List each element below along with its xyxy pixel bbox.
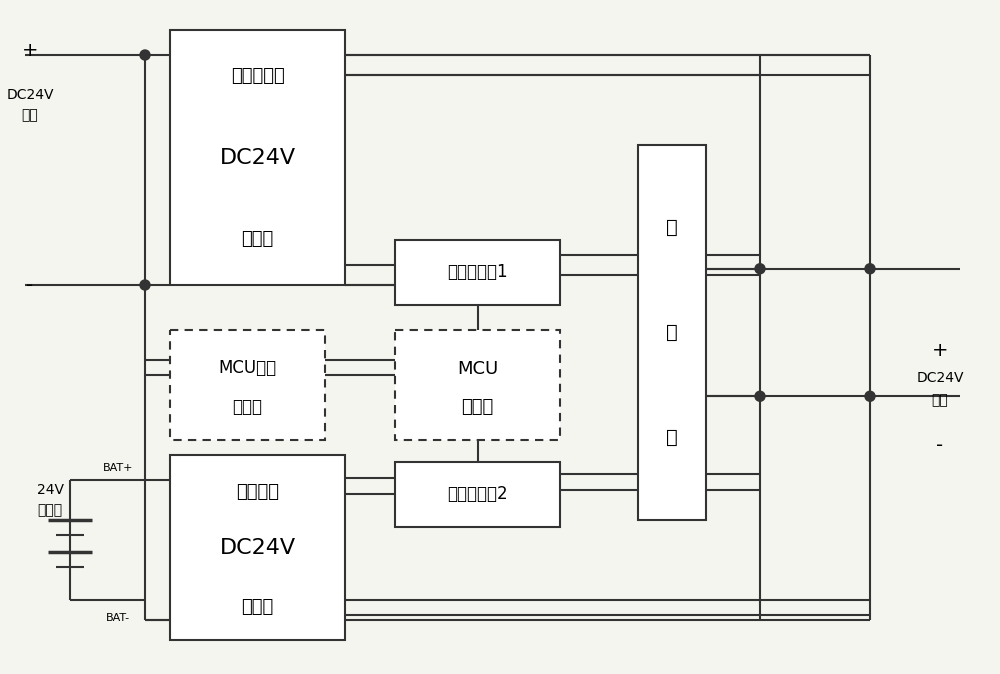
Text: -: - [936, 435, 944, 454]
Bar [395, 240, 560, 305]
Text: 继电器: 继电器 [241, 598, 274, 616]
Circle shape [140, 50, 150, 60]
Circle shape [755, 264, 765, 274]
Text: 稳压器: 稳压器 [232, 398, 262, 416]
Text: 继电器驱动1: 继电器驱动1 [447, 264, 508, 282]
Text: BAT+: BAT+ [103, 463, 133, 473]
Bar [170, 30, 345, 285]
Circle shape [140, 280, 150, 290]
Bar [170, 330, 325, 440]
Text: 电池组: 电池组 [37, 503, 63, 517]
Text: DC24V: DC24V [219, 148, 296, 168]
Text: 24V: 24V [36, 483, 64, 497]
Text: 主电源工作: 主电源工作 [231, 67, 284, 85]
Text: -: - [26, 276, 34, 295]
Text: DC24V: DC24V [219, 537, 296, 557]
Text: 电池启动: 电池启动 [236, 483, 279, 501]
Text: 继电器驱动2: 继电器驱动2 [447, 485, 508, 503]
Bar [395, 330, 560, 440]
Text: +: + [932, 340, 948, 359]
Text: BAT-: BAT- [106, 613, 130, 623]
Text: MCU: MCU [457, 359, 498, 377]
Text: MCU供电: MCU供电 [218, 359, 277, 377]
Circle shape [865, 264, 875, 274]
Text: 输出: 输出 [932, 393, 948, 407]
Bar [638, 145, 706, 520]
Text: 电: 电 [666, 218, 678, 237]
Circle shape [755, 391, 765, 401]
Text: 控制器: 控制器 [461, 398, 494, 416]
Circle shape [865, 391, 875, 401]
Text: 器: 器 [666, 428, 678, 447]
Bar [395, 462, 560, 527]
Text: +: + [22, 40, 38, 59]
Text: 容: 容 [666, 323, 678, 342]
Text: DC24V: DC24V [916, 371, 964, 385]
Text: DC24V: DC24V [6, 88, 54, 102]
Bar [170, 455, 345, 640]
Text: 输入: 输入 [22, 108, 38, 122]
Text: 继电器: 继电器 [241, 230, 274, 248]
